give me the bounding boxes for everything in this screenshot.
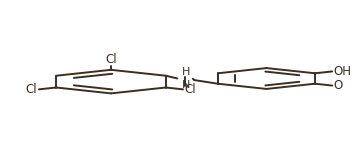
Text: H: H [182,67,190,77]
Text: N: N [182,80,190,90]
Text: Cl: Cl [25,83,37,96]
Text: O: O [334,79,343,92]
Text: OH: OH [334,65,352,78]
Text: Cl: Cl [185,83,196,96]
Text: Cl: Cl [105,53,117,66]
